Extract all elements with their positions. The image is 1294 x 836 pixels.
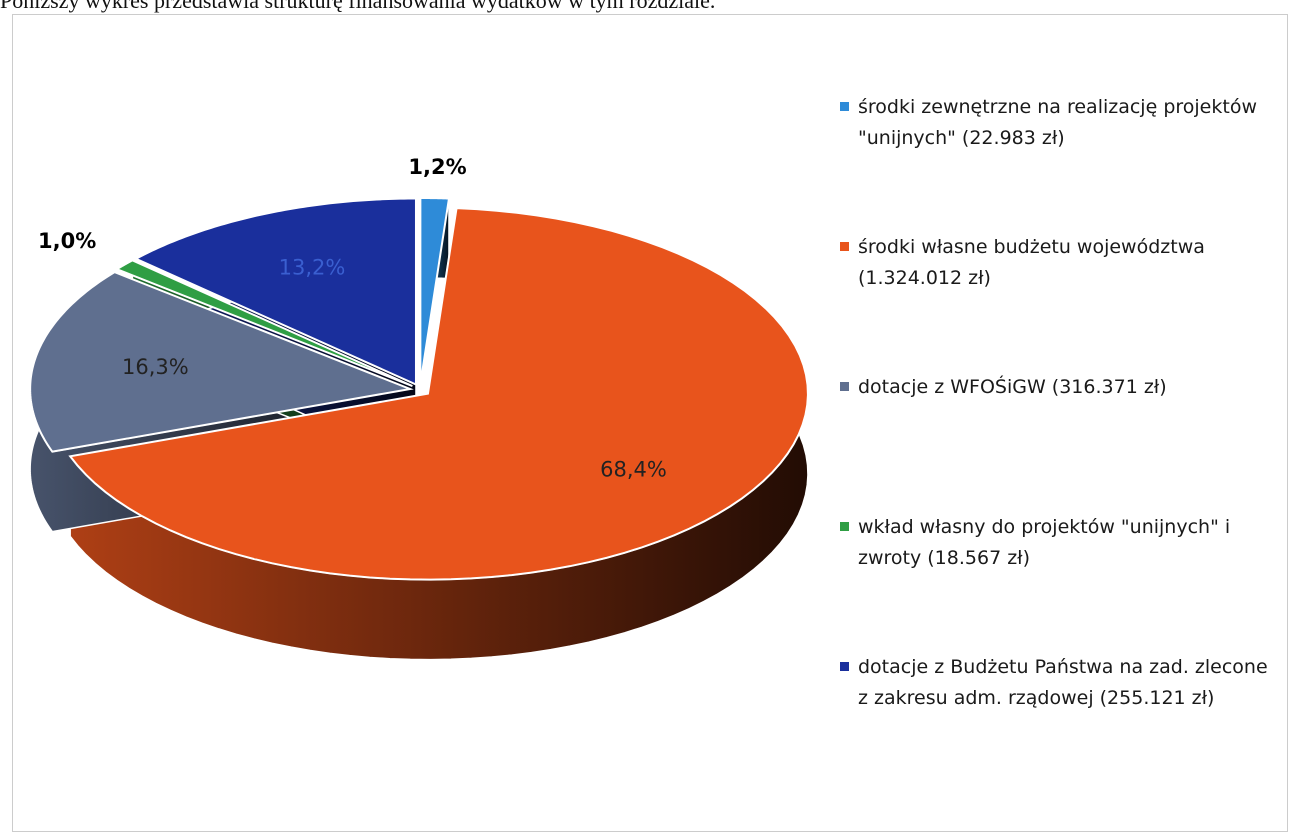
slice (133, 197, 417, 387)
legend-label: środki własne budżetu województwa (1.324… (858, 236, 1205, 289)
legend-entry: dotacje z WFOŚiGW (316.371 zł) (838, 372, 1278, 512)
data-label: 1,2% (408, 155, 466, 179)
legend-entry: środki zewnętrzne na realizację projektó… (838, 92, 1278, 232)
legend-label: dotacje z WFOŚiGW (316.371 zł) (858, 376, 1167, 398)
legend-label: wkład własny do projektów "unijnych" i z… (858, 516, 1231, 569)
legend: środki zewnętrzne na realizację projektó… (838, 92, 1278, 792)
legend-swatch (840, 522, 849, 531)
legend-swatch (840, 102, 849, 111)
legend-label: dotacje z Budżetu Państwa na zad. zlecon… (858, 656, 1268, 709)
slice (29, 271, 414, 453)
chart-frame (12, 14, 1288, 832)
legend-swatch (840, 382, 849, 391)
data-label: 13,2% (279, 256, 346, 280)
legend-label: środki zewnętrzne na realizację projektó… (858, 96, 1257, 149)
slice (419, 197, 451, 385)
slice (68, 207, 809, 581)
intro-text: Poniższy wykres przedstawia strukturę fi… (0, 0, 716, 13)
legend-entry: dotacje z Budżetu Państwa na zad. zlecon… (838, 652, 1278, 792)
legend-entry: środki własne budżetu województwa (1.324… (838, 232, 1278, 372)
legend-swatch (840, 242, 849, 251)
slice (114, 259, 413, 388)
data-label: 16,3% (122, 355, 189, 379)
legend-swatch (840, 662, 849, 671)
data-label: 1,0% (38, 229, 96, 253)
data-label: 68,4% (600, 457, 667, 481)
chart: 1,2% 68,4% 16,3% 1,0% 13,2% (29, 155, 809, 661)
legend-entry: wkład własny do projektów "unijnych" i z… (838, 512, 1278, 652)
